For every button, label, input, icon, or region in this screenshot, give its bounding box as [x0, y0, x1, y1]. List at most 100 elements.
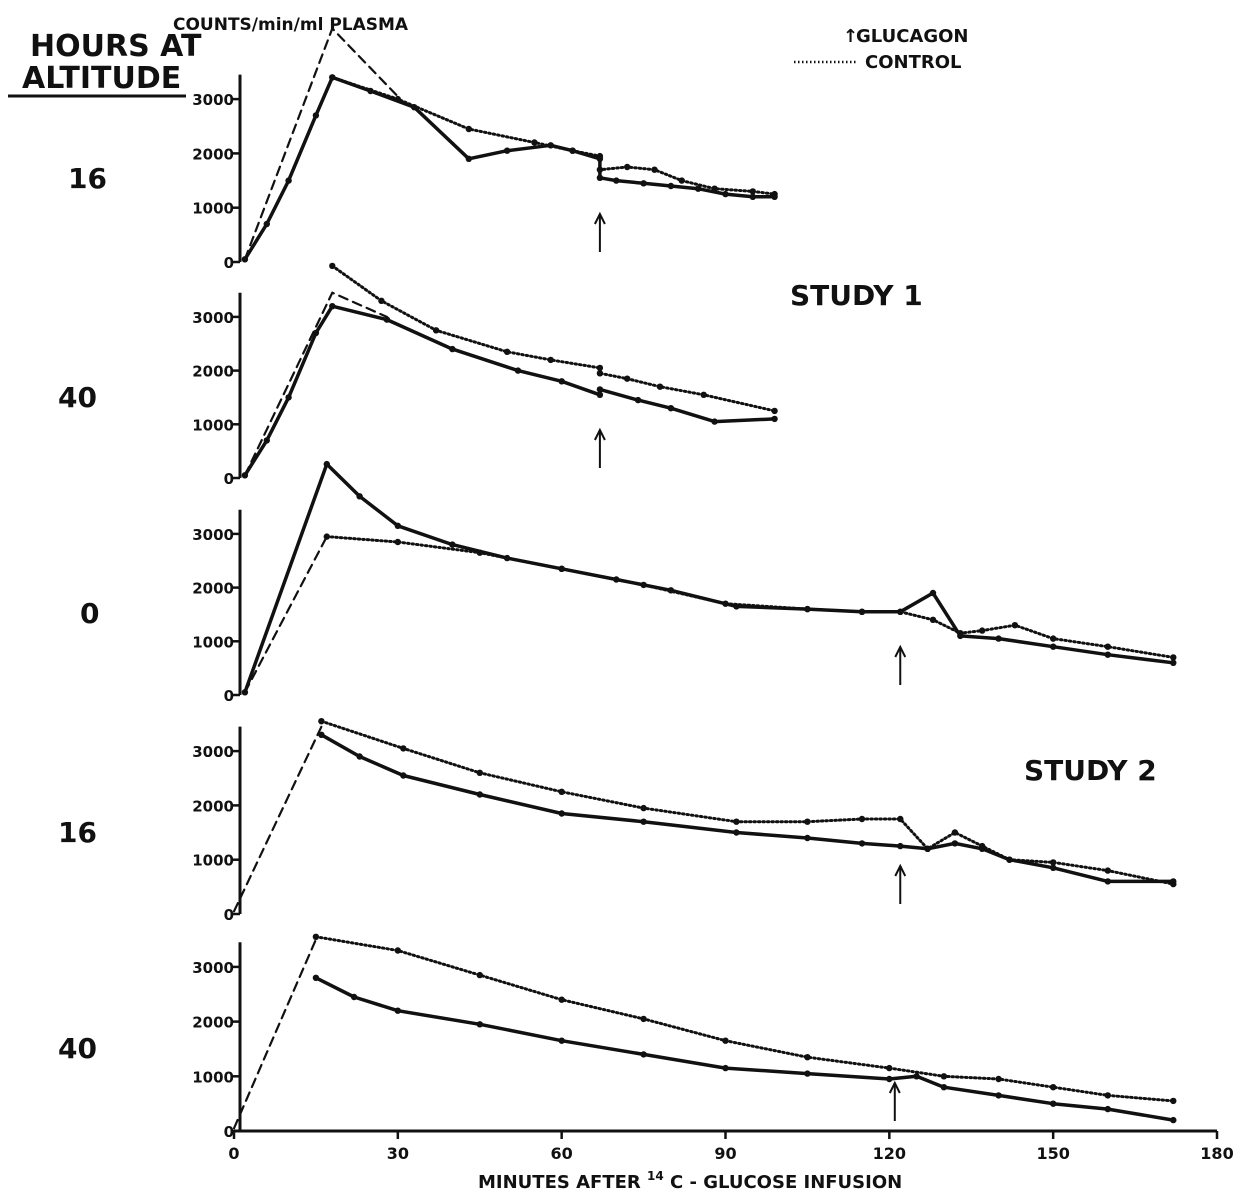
data-point	[929, 589, 937, 597]
data-point	[722, 1064, 729, 1072]
x-axis-label-superscript: 14	[647, 1169, 664, 1183]
initial-rise-dashed-line	[232, 938, 317, 1130]
data-point	[722, 600, 729, 607]
data-point	[678, 177, 685, 184]
data-point	[979, 842, 986, 850]
glucagon-arrow-head	[894, 644, 907, 658]
data-point	[733, 829, 740, 836]
data-point	[929, 616, 937, 623]
data-point	[1050, 635, 1057, 642]
y-tick-label: 3000	[192, 959, 234, 977]
y-tick-label: 0	[224, 906, 234, 924]
data-point	[1170, 659, 1177, 666]
data-point	[667, 182, 675, 190]
data-point	[995, 1092, 1002, 1099]
data-point	[913, 1073, 920, 1080]
data-point	[558, 378, 565, 385]
row-header-line2: ALTITUDE	[22, 61, 181, 96]
data-point	[596, 386, 604, 393]
legend-control-label: CONTROL	[865, 52, 962, 73]
data-point	[558, 996, 565, 1003]
x-axis-label-pre: MINUTES AFTER	[478, 1172, 641, 1193]
row-label: 16	[68, 162, 107, 195]
x-tick-label: 120	[873, 1144, 906, 1163]
data-point	[624, 375, 631, 382]
data-point	[995, 1075, 1002, 1083]
data-point	[263, 220, 270, 228]
data-point	[695, 185, 702, 192]
y-tick-label: 1000	[192, 633, 234, 651]
y-tick-label: 2000	[192, 580, 234, 598]
data-point	[596, 174, 604, 181]
data-point	[1050, 859, 1057, 866]
data-point	[858, 840, 866, 847]
legend-glucagon-label: GLUCAGON	[856, 26, 969, 47]
panel-5: 40 0 1000 2000 3000	[58, 933, 1177, 1141]
data-point	[596, 391, 604, 398]
y-axis-label: COUNTS/min/ml PLASMA	[173, 15, 409, 35]
data-point	[323, 460, 330, 468]
row-header-line1: HOURS AT	[30, 29, 202, 64]
data-point	[329, 262, 336, 270]
y-tick-label: 2000	[192, 363, 234, 381]
study-2-label: STUDY 2	[1024, 754, 1157, 787]
data-point	[897, 608, 904, 615]
y-tick-label: 3000	[192, 91, 234, 109]
data-point	[476, 971, 483, 979]
data-point	[558, 788, 565, 795]
glucagon-arrow-head	[894, 863, 907, 877]
data-point	[711, 185, 718, 192]
legend: ↑ GLUCAGON CONTROL	[794, 26, 969, 73]
data-point	[449, 345, 456, 353]
data-point	[1170, 880, 1177, 888]
data-point	[476, 1021, 483, 1028]
row-label: 40	[58, 381, 97, 414]
data-point	[547, 356, 554, 364]
panel-1: 16 0 1000 2000 3000	[68, 27, 778, 272]
data-point	[1104, 1105, 1112, 1113]
data-point	[1170, 1116, 1177, 1124]
data-point	[400, 772, 407, 779]
data-point	[640, 1051, 647, 1058]
y-tick-label: 0	[224, 1123, 234, 1141]
y-tick-label: 3000	[192, 309, 234, 327]
data-point	[312, 974, 320, 981]
control-series-line	[319, 719, 1175, 886]
data-point	[400, 745, 407, 752]
x-tick-label: 30	[387, 1144, 409, 1163]
data-point	[329, 303, 336, 310]
data-point	[1104, 867, 1112, 874]
data-point	[1104, 651, 1112, 658]
x-axis-label-post: C - GLUCOSE INFUSION	[670, 1172, 902, 1193]
panel-4: 16 0 1000 2000 3000	[58, 718, 1177, 924]
data-point	[285, 394, 292, 401]
data-point	[640, 804, 647, 812]
data-point	[465, 155, 472, 162]
row-label: 16	[58, 816, 97, 849]
x-tick-label: 150	[1036, 1144, 1069, 1163]
data-point	[449, 541, 456, 548]
data-point	[569, 147, 576, 154]
data-point	[667, 405, 675, 412]
data-point	[318, 731, 325, 738]
data-point	[951, 829, 959, 836]
y-tick-label: 2000	[192, 797, 234, 815]
data-point	[503, 147, 511, 154]
data-point	[651, 166, 658, 173]
data-point	[1006, 856, 1013, 863]
data-point	[394, 522, 401, 529]
data-point	[749, 193, 756, 200]
glucagon-series-line	[243, 75, 777, 262]
data-point	[1050, 643, 1057, 650]
data-point	[733, 818, 740, 825]
control-series-line	[330, 264, 777, 413]
x-tick-label: 90	[714, 1144, 736, 1163]
data-point	[1170, 654, 1177, 661]
data-point	[722, 1037, 729, 1044]
y-tick-label: 0	[224, 687, 234, 705]
data-point	[394, 95, 401, 103]
data-point	[558, 565, 565, 572]
data-point	[640, 1015, 647, 1023]
data-point	[951, 840, 959, 847]
